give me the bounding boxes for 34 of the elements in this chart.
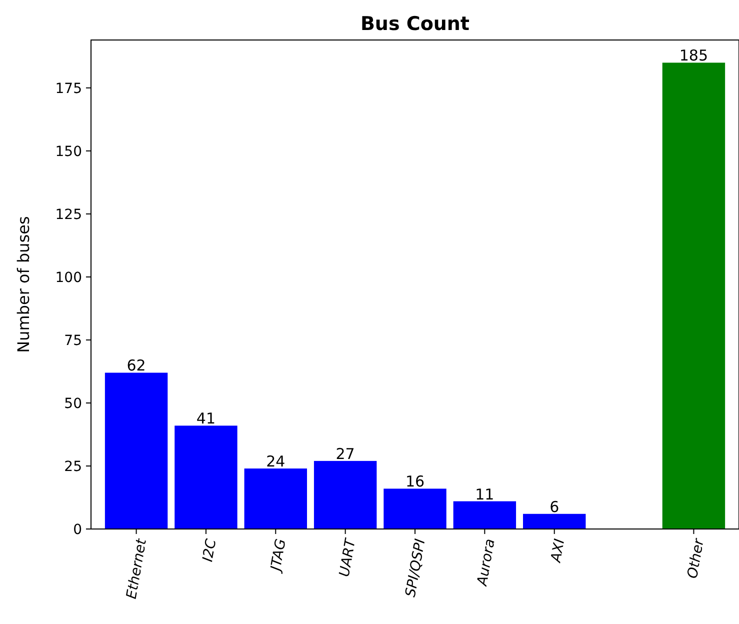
data-label: 24 bbox=[266, 452, 286, 471]
data-label: 41 bbox=[196, 410, 216, 428]
bar bbox=[174, 426, 238, 529]
data-label: 27 bbox=[336, 444, 355, 463]
data-label: 16 bbox=[405, 472, 425, 491]
bar bbox=[384, 488, 446, 529]
x-tick-label: SPI/QSPI bbox=[402, 538, 429, 598]
bar bbox=[314, 460, 377, 529]
y-tick-label: 175 bbox=[55, 80, 82, 97]
y-tick-label: 100 bbox=[55, 270, 82, 286]
y-tick-label: 75 bbox=[64, 332, 82, 349]
data-label: 11 bbox=[475, 485, 494, 504]
data-label: 6 bbox=[550, 498, 560, 516]
x-tick-label: UART bbox=[336, 536, 360, 578]
bar bbox=[104, 372, 168, 529]
x-tick-label: Ethernet bbox=[124, 537, 150, 600]
y-tick-label: 50 bbox=[64, 396, 82, 412]
bar bbox=[523, 514, 586, 529]
x-tick-label: Aurora bbox=[474, 538, 498, 588]
x-tick-label: Other bbox=[684, 536, 708, 580]
y-tick-label: 25 bbox=[64, 458, 82, 475]
x-tick-label: JTAG bbox=[268, 538, 290, 575]
bar bbox=[244, 468, 307, 529]
x-tick-label: AXI bbox=[548, 538, 568, 564]
chart-title: Bus Count bbox=[360, 13, 470, 35]
data-label: 62 bbox=[126, 356, 146, 375]
y-tick-label: 150 bbox=[55, 144, 82, 160]
y-axis-title: Number of buses bbox=[14, 216, 33, 353]
data-label: 185 bbox=[679, 46, 708, 65]
bar bbox=[662, 62, 726, 529]
bar bbox=[453, 501, 516, 529]
x-tick-label: I2C bbox=[200, 538, 220, 564]
y-tick-label: 125 bbox=[55, 206, 82, 223]
y-tick-label: 0 bbox=[73, 522, 82, 538]
